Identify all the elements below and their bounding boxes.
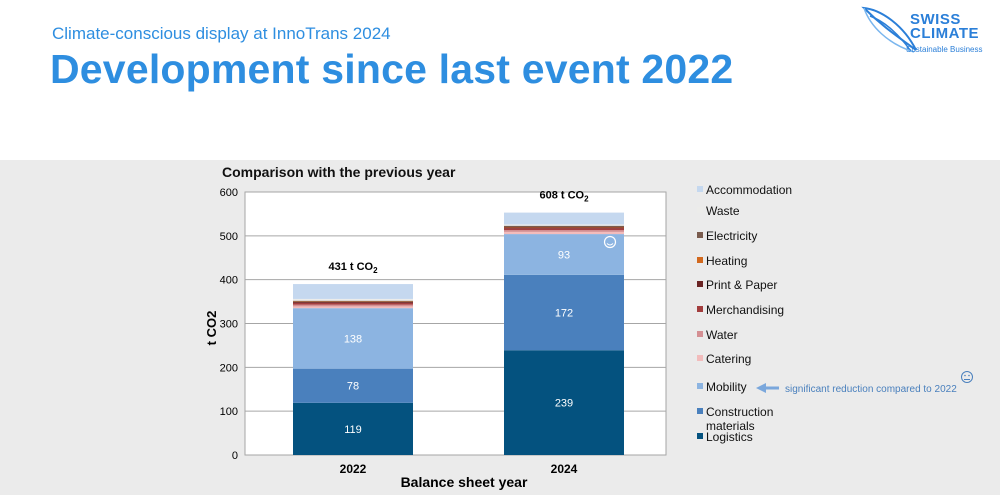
y-tick-label: 300 — [220, 319, 238, 331]
bar-segment — [504, 230, 624, 232]
legend-swatch — [697, 331, 703, 337]
bar-segment — [293, 402, 413, 455]
y-tick-label: 600 — [220, 187, 238, 199]
data-label: 119 — [344, 424, 362, 436]
chart-title: Comparison with the previous year — [222, 164, 456, 180]
swiss-climate-logo: SWISS CLIMATE Sustainable Business — [860, 4, 990, 56]
legend-swatch — [697, 207, 703, 213]
logo-line-2: CLIMATE — [910, 25, 980, 42]
bar-segment — [504, 224, 624, 226]
annotation-text: significant reduction compared to 2022 — [785, 384, 957, 395]
total-label-subscript: 2 — [373, 266, 378, 275]
page-title: Development since last event 2022 — [50, 46, 734, 92]
legend-label: Print & Paper — [706, 278, 777, 292]
legend-label: Logistics — [706, 430, 753, 444]
legend-swatch — [697, 281, 703, 287]
legend-label: Merchandising — [706, 303, 784, 317]
total-label-subscript: 2 — [584, 195, 589, 204]
legend-swatch — [697, 186, 703, 192]
x-tick-label: 2024 — [551, 462, 578, 476]
legend-label: Mobility — [706, 380, 747, 394]
legend-swatch — [697, 383, 703, 389]
smiley-icon — [603, 235, 617, 249]
bar-segment — [293, 302, 413, 303]
total-label: 431 t CO2 — [328, 261, 378, 275]
data-label: 78 — [347, 381, 359, 393]
y-tick-label: 400 — [220, 275, 238, 287]
total-label-text: 431 t CO — [328, 261, 373, 273]
bar-segment — [504, 212, 624, 225]
arrow-left-icon — [756, 383, 766, 393]
data-label: 138 — [344, 333, 362, 345]
x-axis-label: Balance sheet year — [401, 474, 528, 490]
total-label-text: 608 t CO — [539, 190, 584, 202]
legend-label: Heating — [706, 254, 747, 268]
total-label: 608 t CO2 — [539, 190, 589, 204]
data-label: 93 — [558, 249, 570, 261]
leaf-icon — [861, 6, 917, 53]
legend-swatch — [697, 257, 703, 263]
legend-swatch — [697, 433, 703, 439]
legend-label: Water — [706, 328, 738, 342]
bar-segment — [504, 231, 624, 235]
chart-panel: 0 100 200 300 400 500 600 Comparison with the p… — [0, 160, 1000, 495]
legend-label: Construction materials — [706, 405, 773, 433]
y-tick-label: 500 — [220, 231, 238, 243]
bar-segment — [293, 308, 413, 369]
legend-label-line: Construction — [706, 405, 773, 419]
logo-line-1: SWISS — [910, 11, 961, 28]
bar-segment — [504, 225, 624, 228]
bar-segment — [504, 227, 624, 229]
neutral-face-icon — [961, 371, 973, 383]
legend-swatch — [697, 306, 703, 312]
y-tick-label: 200 — [220, 362, 238, 374]
x-tick-label: 2022 — [340, 462, 367, 476]
y-tick-label: 100 — [220, 406, 238, 418]
data-label: 172 — [555, 308, 573, 320]
legend-swatch — [697, 408, 703, 414]
bar-segment — [504, 274, 624, 351]
legend-label-line: materials — [706, 419, 755, 433]
bar-segment — [504, 350, 624, 455]
y-tick-label: 0 — [232, 450, 238, 462]
logo-tagline: Sustainable Business — [906, 45, 983, 54]
legend-label: Electricity — [706, 229, 757, 243]
data-label: 239 — [555, 398, 573, 410]
legend-label: Waste — [706, 204, 740, 218]
bar-segment — [293, 298, 413, 301]
bar-segment — [293, 284, 413, 299]
legend-label: Accommodation — [706, 183, 792, 197]
bar-segment — [293, 368, 413, 403]
y-axis-label: t CO2 — [204, 311, 219, 346]
legend-swatch — [697, 355, 703, 361]
legend-label: Catering — [706, 352, 751, 366]
stacked-bar-chart: 0 100 200 300 400 500 600 Comparison with the p… — [204, 164, 973, 490]
bar-segment — [504, 234, 624, 275]
bar-segment — [293, 304, 413, 307]
page-subtitle: Climate-conscious display at InnoTrans 2… — [52, 24, 391, 43]
bar-segment — [293, 306, 413, 309]
legend-swatch — [697, 232, 703, 238]
bar-segment — [293, 302, 413, 305]
bar-segment — [293, 300, 413, 302]
bar-segment — [504, 228, 624, 231]
